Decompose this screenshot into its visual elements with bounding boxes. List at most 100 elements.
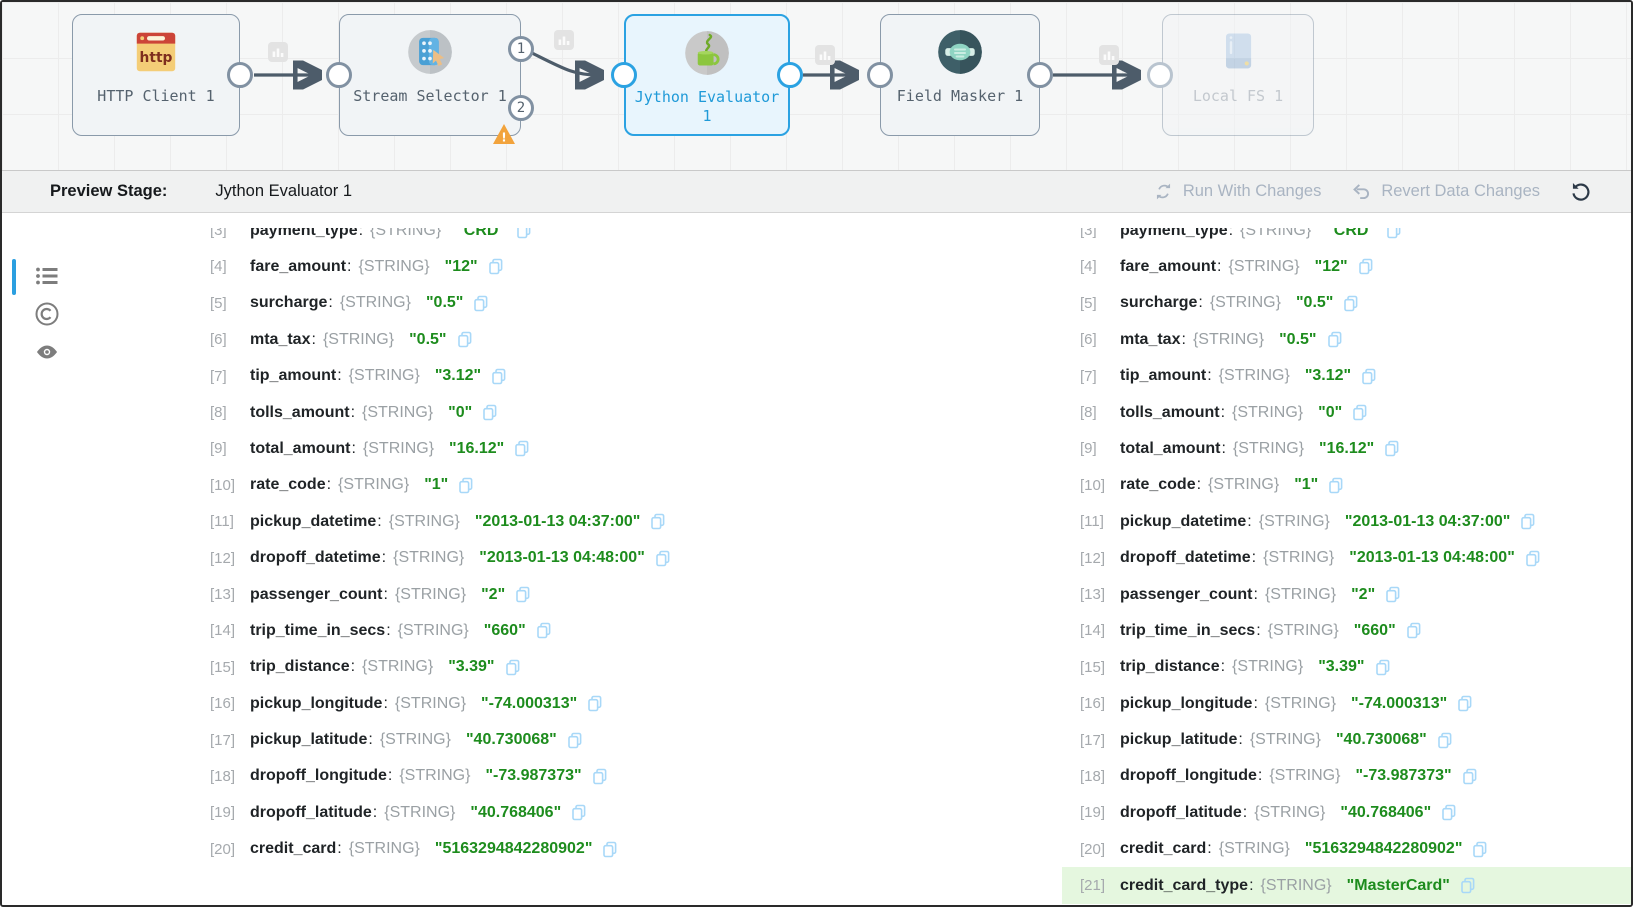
copy-icon[interactable] — [516, 228, 532, 239]
copy-icon[interactable] — [458, 477, 474, 494]
field-value[interactable]: "3.39" — [1318, 658, 1365, 676]
field-value[interactable]: "-73.987373" — [485, 767, 582, 785]
field-value[interactable]: "0.5" — [1279, 330, 1317, 348]
copy-icon[interactable] — [1520, 513, 1536, 530]
field-value[interactable]: "40.768406" — [470, 803, 562, 821]
field-value[interactable]: "12" — [444, 257, 478, 275]
copy-icon[interactable] — [1384, 440, 1400, 457]
stage-node-jython-evaluator[interactable]: Jython Evaluator 1 — [624, 14, 790, 136]
output-port-1-stream-selector[interactable]: 1 — [508, 36, 534, 62]
copy-icon[interactable] — [1406, 622, 1422, 639]
output-port-jython-evaluator[interactable] — [777, 62, 803, 88]
copy-icon[interactable] — [488, 258, 504, 275]
run-with-changes-button[interactable]: Run With Changes — [1153, 181, 1321, 202]
metrics-badge-icon[interactable] — [554, 30, 574, 50]
metrics-badge-icon[interactable] — [1099, 45, 1119, 65]
field-value[interactable]: "MasterCard" — [1346, 876, 1450, 894]
copy-icon[interactable] — [1343, 295, 1359, 312]
input-port-stream-selector[interactable] — [326, 62, 352, 88]
preview-eye-icon[interactable] — [34, 339, 60, 365]
copy-icon[interactable] — [1375, 659, 1391, 676]
input-port-local-fs[interactable] — [1147, 62, 1173, 88]
field-value[interactable]: "660" — [483, 621, 526, 639]
copy-icon[interactable] — [1385, 586, 1401, 603]
output-port-http-client[interactable] — [227, 62, 253, 88]
field-value[interactable]: "-74.000313" — [1351, 694, 1448, 712]
copy-icon[interactable] — [515, 586, 531, 603]
copy-icon[interactable] — [491, 368, 507, 385]
stage-node-http-client[interactable]: http HTTP Client 1 — [72, 14, 240, 136]
field-value[interactable]: "5163294842280902" — [1304, 840, 1463, 858]
field-value[interactable]: "5163294842280902" — [434, 840, 593, 858]
field-value[interactable]: "0.5" — [409, 330, 447, 348]
metrics-badge-icon[interactable] — [268, 42, 288, 62]
copy-icon[interactable] — [1441, 804, 1457, 821]
copy-icon[interactable] — [587, 695, 603, 712]
stage-node-stream-selector[interactable]: Stream Selector 1 — [339, 14, 521, 136]
stage-node-field-masker[interactable]: Field Masker 1 — [880, 14, 1040, 136]
copy-icon[interactable] — [1386, 228, 1402, 239]
copy-icon[interactable] — [1457, 695, 1473, 712]
field-value[interactable]: "2013-01-13 04:48:00" — [1349, 549, 1515, 567]
field-value[interactable]: "3.12" — [1304, 367, 1352, 385]
metrics-badge-icon[interactable] — [815, 45, 835, 65]
field-value[interactable]: "16.12" — [449, 439, 505, 457]
copy-icon[interactable] — [473, 295, 489, 312]
copy-icon[interactable] — [1352, 404, 1368, 421]
field-value[interactable]: "40.730068" — [1335, 731, 1427, 749]
copy-icon[interactable] — [1472, 841, 1488, 858]
edge-streamselector-jython[interactable] — [531, 51, 598, 75]
copy-icon[interactable] — [655, 550, 671, 567]
copy-icon[interactable] — [571, 804, 587, 821]
copy-icon[interactable] — [650, 513, 666, 530]
pipeline-canvas[interactable]: http HTTP Client 1 Stream Selector 1 — [2, 2, 1631, 171]
field-value[interactable]: "3.12" — [434, 367, 482, 385]
stage-node-local-fs[interactable]: Local FS 1 — [1162, 14, 1314, 136]
field-value[interactable]: "0" — [1318, 403, 1343, 421]
copy-icon[interactable] — [505, 659, 521, 676]
copy-icon[interactable] — [1327, 331, 1343, 348]
copyright-icon[interactable] — [34, 301, 60, 327]
warning-icon[interactable]: ! — [492, 123, 516, 145]
copy-icon[interactable] — [1460, 877, 1476, 894]
field-value[interactable]: "CRD" — [1326, 228, 1377, 239]
field-value[interactable]: "CRD" — [456, 228, 507, 239]
copy-icon[interactable] — [1328, 477, 1344, 494]
field-value[interactable]: "2013-01-13 04:48:00" — [479, 549, 645, 567]
field-value[interactable]: "40.730068" — [465, 731, 557, 749]
field-value[interactable]: "3.39" — [448, 658, 495, 676]
field-value[interactable]: "0.5" — [1295, 294, 1334, 312]
field-value[interactable]: "2" — [481, 585, 506, 603]
field-value[interactable]: "0" — [448, 403, 473, 421]
copy-icon[interactable] — [1361, 368, 1377, 385]
field-value[interactable]: "0.5" — [425, 294, 464, 312]
revert-data-changes-button[interactable]: Revert Data Changes — [1351, 181, 1540, 202]
field-value[interactable]: "2" — [1351, 585, 1376, 603]
input-port-jython-evaluator[interactable] — [611, 62, 637, 88]
field-value[interactable]: "2013-01-13 04:37:00" — [474, 512, 641, 530]
copy-icon[interactable] — [1462, 768, 1478, 785]
copy-icon[interactable] — [482, 404, 498, 421]
copy-icon[interactable] — [602, 841, 618, 858]
field-value[interactable]: "2013-01-13 04:37:00" — [1344, 512, 1511, 530]
records-list-icon[interactable] — [34, 263, 60, 289]
field-value[interactable]: "12" — [1314, 257, 1348, 275]
input-port-field-masker[interactable] — [867, 62, 893, 88]
field-value[interactable]: "16.12" — [1319, 439, 1375, 457]
copy-icon[interactable] — [1437, 732, 1453, 749]
field-value[interactable]: "-73.987373" — [1355, 767, 1452, 785]
copy-icon[interactable] — [1358, 258, 1374, 275]
copy-icon[interactable] — [536, 622, 552, 639]
field-value[interactable]: "660" — [1353, 621, 1396, 639]
field-value[interactable]: "-74.000313" — [481, 694, 578, 712]
output-port-2-stream-selector[interactable]: 2 — [508, 95, 534, 121]
field-value[interactable]: "1" — [424, 476, 449, 494]
field-value[interactable]: "1" — [1294, 476, 1319, 494]
copy-icon[interactable] — [514, 440, 530, 457]
copy-icon[interactable] — [1525, 550, 1541, 567]
copy-icon[interactable] — [457, 331, 473, 348]
copy-icon[interactable] — [592, 768, 608, 785]
refresh-preview-button[interactable] — [1570, 181, 1592, 203]
copy-icon[interactable] — [567, 732, 583, 749]
output-port-field-masker[interactable] — [1027, 62, 1053, 88]
